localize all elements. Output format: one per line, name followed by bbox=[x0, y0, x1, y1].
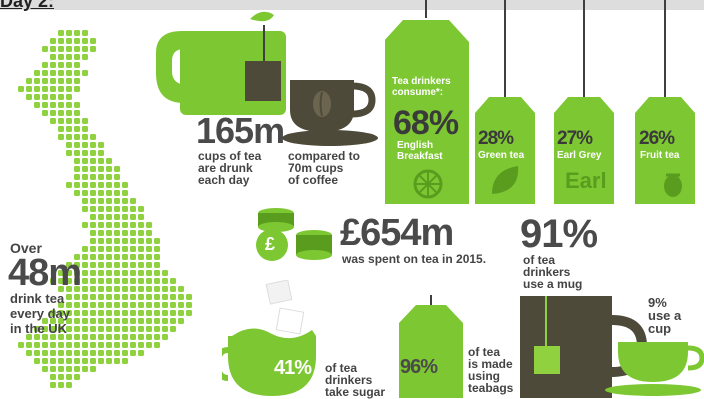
cup-line2: use a bbox=[648, 308, 682, 323]
uk-text: drink tea every day in the UK bbox=[10, 291, 70, 336]
cmp-line3: of coffee bbox=[288, 173, 339, 187]
teabag-line1: of tea bbox=[468, 345, 501, 359]
tag-pct-2: 27% bbox=[557, 128, 593, 149]
sugar-text: of tea drinkers take sugar bbox=[325, 362, 385, 398]
top-strip bbox=[0, 0, 704, 10]
consume-line1: Tea drinkers bbox=[392, 76, 451, 87]
cups-value: 165m bbox=[196, 110, 285, 151]
sugar-value: 41% bbox=[274, 357, 312, 379]
cups-line2: are drunk bbox=[198, 161, 253, 175]
mug-value: 91% bbox=[520, 212, 598, 256]
tag-label-0b: Breakfast bbox=[397, 151, 443, 162]
consume-line2: consume*: bbox=[392, 87, 444, 98]
tag-label-2: Earl Grey bbox=[557, 150, 602, 161]
mug-text: of tea drinkers use a mug bbox=[523, 254, 582, 290]
uk-line1: drink tea bbox=[10, 291, 65, 306]
mug-line2: drinkers bbox=[523, 265, 571, 279]
cup-text: 9% use a cup bbox=[648, 296, 681, 335]
tea-tags bbox=[385, 0, 695, 204]
spent-text: was spent on tea in 2015. bbox=[342, 252, 487, 266]
teabag-line3: using bbox=[468, 369, 500, 383]
teabag-line4: teabags bbox=[468, 381, 514, 395]
sugar-line1: of tea bbox=[325, 361, 358, 375]
uk-map-dots bbox=[18, 30, 192, 388]
sugar-cup-icon bbox=[222, 280, 316, 396]
tag-label-0: English Breakfast bbox=[397, 140, 443, 162]
earl-text: Earl bbox=[565, 168, 607, 193]
sugar-line2: drinkers bbox=[325, 373, 373, 387]
uk-line2: every day bbox=[10, 306, 70, 321]
tag-pct-3: 26% bbox=[639, 128, 675, 149]
consume-heading: Tea drinkers consume*: bbox=[392, 76, 451, 98]
corner-label: Day 2: bbox=[0, 0, 55, 11]
green-mug-icon bbox=[156, 11, 286, 115]
coins-icon bbox=[256, 208, 332, 261]
uk-line3: in the UK bbox=[10, 321, 68, 336]
tag-label-0a: English bbox=[397, 140, 434, 151]
teabag-line2: is made bbox=[468, 357, 513, 371]
cups-line3: each day bbox=[198, 173, 250, 187]
cups-text: cups of tea are drunk each day bbox=[198, 150, 261, 186]
uk-over: Over bbox=[10, 240, 42, 256]
tag-pct-1: 28% bbox=[478, 128, 514, 149]
pound-icon: £ bbox=[265, 234, 276, 254]
teabag-value: 96% bbox=[400, 356, 438, 378]
cmp-line1: compared to bbox=[288, 149, 361, 163]
coffee-text: compared to 70m cups of coffee bbox=[288, 150, 360, 186]
uk-value: 48m bbox=[8, 252, 82, 294]
teabag-icon bbox=[399, 295, 463, 398]
cmp-line2: 70m cups bbox=[288, 161, 344, 175]
teabag-text: of tea is made using teabags bbox=[468, 346, 513, 394]
dark-mug-icon bbox=[520, 296, 704, 398]
coffee-cup-icon bbox=[282, 80, 378, 146]
cup-line3: cup bbox=[648, 321, 672, 336]
spent-value: £654m bbox=[340, 212, 454, 254]
cup-line1: 9% bbox=[648, 295, 667, 310]
mug-line1: of tea bbox=[523, 253, 556, 267]
mug-line3: use a mug bbox=[523, 277, 583, 291]
tag-label-1: Green tea bbox=[478, 150, 525, 161]
cups-line1: cups of tea bbox=[198, 149, 262, 163]
sugar-line3: take sugar bbox=[325, 385, 386, 399]
tag-label-3: Fruit tea bbox=[640, 150, 680, 161]
tag-pct-0: 68% bbox=[393, 104, 459, 142]
